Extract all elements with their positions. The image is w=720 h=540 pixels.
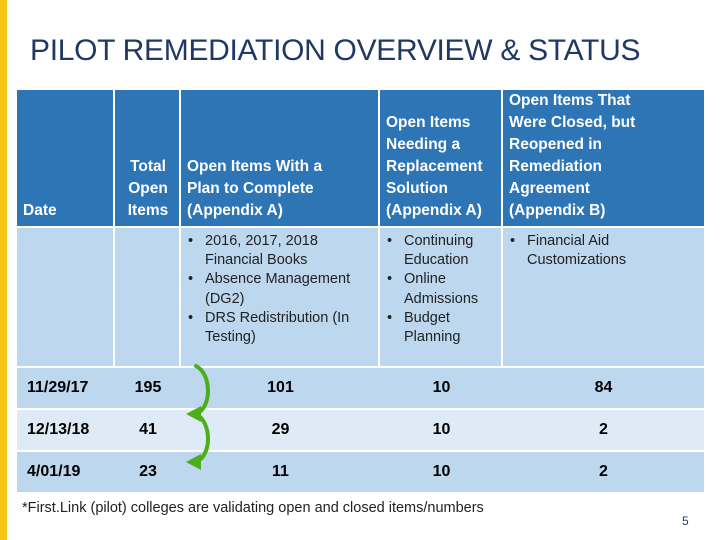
header-date: Date	[17, 90, 115, 226]
header-plan-line: (Appendix A)	[187, 202, 283, 219]
header-replacement-line: Open Items	[386, 114, 471, 131]
reopened-bullet-list: Financial Aid Customizations	[503, 228, 704, 270]
table-row: 4/01/19 23 11 10 2	[17, 450, 704, 492]
header-replacement-line: Needing a	[386, 136, 461, 153]
header-total-line: Total	[130, 158, 166, 175]
header-replacement-line: Solution	[386, 180, 448, 197]
header-replacement-line: Replacement	[386, 158, 483, 175]
bullet-row: 2016, 2017, 2018 Financial Books Absence…	[17, 226, 704, 366]
list-item: Online Admissions	[380, 270, 497, 308]
bullet-cell-empty	[17, 226, 115, 366]
bullet-cell-replacement: Continuing Education Online Admissions B…	[380, 226, 503, 366]
bullet-cell-empty	[115, 226, 181, 366]
row-replacement: 10	[380, 408, 503, 450]
header-total-open: Total Open Items	[115, 90, 181, 226]
list-item: Absence Management (DG2)	[181, 270, 374, 308]
header-reopened-line: Were Closed, but	[509, 114, 636, 131]
header-row: Date Total Open Items Open Items With a …	[17, 90, 704, 226]
header-reopened-line: Reopened in	[509, 136, 603, 153]
row-total: 195	[115, 366, 181, 408]
header-total-line: Open	[128, 180, 168, 197]
page-number: 5	[682, 514, 689, 528]
header-reopened-line: (Appendix B)	[509, 202, 606, 219]
row-reopened: 2	[503, 408, 704, 450]
table-row: 11/29/17 195 101 10 84	[17, 366, 704, 408]
row-date: 4/01/19	[17, 450, 115, 492]
plan-bullet-list: 2016, 2017, 2018 Financial Books Absence…	[181, 228, 378, 347]
accent-bar	[0, 0, 7, 540]
row-replacement: 10	[380, 366, 503, 408]
header-replacement-line: (Appendix A)	[386, 202, 482, 219]
row-replacement: 10	[380, 450, 503, 492]
row-plan: 29	[181, 408, 380, 450]
list-item: 2016, 2017, 2018 Financial Books	[181, 232, 374, 270]
header-reopened-line: Remediation	[509, 158, 603, 175]
row-date: 11/29/17	[17, 366, 115, 408]
row-total: 23	[115, 450, 181, 492]
bullet-cell-plan: 2016, 2017, 2018 Financial Books Absence…	[181, 226, 380, 366]
row-plan: 101	[181, 366, 380, 408]
footnote: *First.Link (pilot) colleges are validat…	[22, 500, 484, 516]
header-total-line: Items	[127, 202, 169, 219]
header-plan-line: Open Items With a	[187, 158, 323, 175]
row-total: 41	[115, 408, 181, 450]
header-closed-reopened: Open Items That Were Closed, but Reopene…	[503, 90, 704, 226]
list-item: Continuing Education	[380, 232, 497, 270]
row-reopened: 84	[503, 366, 704, 408]
row-date: 12/13/18	[17, 408, 115, 450]
list-item: Budget Planning	[380, 309, 497, 347]
slide-title: PILOT REMEDIATION OVERVIEW & STATUS	[30, 34, 641, 67]
header-plan-line: Plan to Complete	[187, 180, 314, 197]
row-reopened: 2	[503, 450, 704, 492]
bullet-cell-reopened: Financial Aid Customizations	[503, 226, 704, 366]
overview-table: Date Total Open Items Open Items With a …	[17, 90, 704, 492]
row-plan: 11	[181, 450, 380, 492]
list-item: DRS Redistribution (In Testing)	[181, 309, 374, 347]
header-reopened-line: Open Items That	[509, 92, 631, 109]
header-replacement: Open Items Needing a Replacement Solutio…	[380, 90, 503, 226]
header-plan-to-complete: Open Items With a Plan to Complete (Appe…	[181, 90, 380, 226]
header-date-label: Date	[23, 202, 57, 219]
list-item: Financial Aid Customizations	[503, 232, 700, 270]
table-row: 12/13/18 41 29 10 2	[17, 408, 704, 450]
header-reopened-line: Agreement	[509, 180, 590, 197]
replacement-bullet-list: Continuing Education Online Admissions B…	[380, 228, 501, 347]
